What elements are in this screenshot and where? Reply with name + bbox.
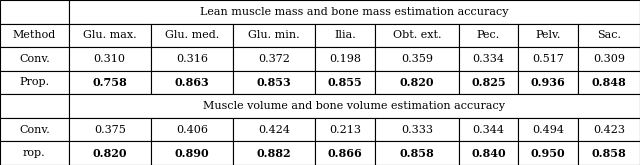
Text: 0.406: 0.406 xyxy=(176,125,208,135)
Bar xyxy=(0,71,68,94)
Text: Conv.: Conv. xyxy=(19,125,50,135)
Bar xyxy=(68,141,151,165)
Text: rop.: rop. xyxy=(23,148,45,158)
Bar xyxy=(375,118,459,141)
Bar xyxy=(233,24,316,47)
Bar xyxy=(233,141,316,165)
Bar xyxy=(151,118,233,141)
Text: 0.848: 0.848 xyxy=(591,77,626,88)
Bar xyxy=(151,24,233,47)
Bar xyxy=(151,47,233,71)
Bar xyxy=(375,71,459,94)
Text: 0.372: 0.372 xyxy=(259,54,290,64)
Text: 0.344: 0.344 xyxy=(472,125,504,135)
Text: Pec.: Pec. xyxy=(477,30,500,40)
Bar xyxy=(0,47,68,71)
Text: 0.950: 0.950 xyxy=(531,148,565,159)
Bar xyxy=(375,47,459,71)
Text: 0.310: 0.310 xyxy=(93,54,125,64)
Text: 0.853: 0.853 xyxy=(257,77,292,88)
Bar xyxy=(0,141,68,165)
Bar xyxy=(518,24,577,47)
Bar xyxy=(577,24,640,47)
Bar xyxy=(577,47,640,71)
Bar xyxy=(0,94,68,118)
Bar xyxy=(68,118,151,141)
Text: 0.866: 0.866 xyxy=(328,148,362,159)
Bar xyxy=(68,24,151,47)
Bar xyxy=(68,71,151,94)
Text: Pelv.: Pelv. xyxy=(535,30,561,40)
Bar xyxy=(233,118,316,141)
Text: Glu. min.: Glu. min. xyxy=(248,30,300,40)
Text: 0.820: 0.820 xyxy=(399,77,434,88)
Text: 0.882: 0.882 xyxy=(257,148,292,159)
Bar xyxy=(151,71,233,94)
Bar xyxy=(0,0,68,24)
Bar xyxy=(151,141,233,165)
Text: 0.494: 0.494 xyxy=(532,125,564,135)
Text: Sac.: Sac. xyxy=(596,30,621,40)
Text: Glu. med.: Glu. med. xyxy=(165,30,219,40)
Bar xyxy=(233,71,316,94)
Bar xyxy=(577,141,640,165)
Bar xyxy=(316,141,375,165)
Text: 0.334: 0.334 xyxy=(472,54,504,64)
Bar xyxy=(459,141,518,165)
Text: 0.825: 0.825 xyxy=(471,77,506,88)
Bar xyxy=(316,24,375,47)
Bar xyxy=(233,47,316,71)
Bar xyxy=(316,71,375,94)
Text: 0.855: 0.855 xyxy=(328,77,362,88)
Bar xyxy=(577,118,640,141)
Bar xyxy=(577,71,640,94)
Text: 0.198: 0.198 xyxy=(329,54,361,64)
Bar xyxy=(459,47,518,71)
Bar xyxy=(459,118,518,141)
Text: 0.359: 0.359 xyxy=(401,54,433,64)
Bar xyxy=(375,141,459,165)
Bar xyxy=(0,118,68,141)
Bar xyxy=(316,118,375,141)
Text: 0.316: 0.316 xyxy=(176,54,208,64)
Text: 0.890: 0.890 xyxy=(175,148,209,159)
Text: 0.375: 0.375 xyxy=(94,125,125,135)
Text: 0.936: 0.936 xyxy=(531,77,565,88)
Text: 0.423: 0.423 xyxy=(593,125,625,135)
Bar xyxy=(518,118,577,141)
Bar xyxy=(459,71,518,94)
Text: 0.758: 0.758 xyxy=(92,77,127,88)
Bar xyxy=(68,0,640,24)
Text: Ilia.: Ilia. xyxy=(334,30,356,40)
Text: Muscle volume and bone volume estimation accuracy: Muscle volume and bone volume estimation… xyxy=(204,101,506,111)
Text: Prop.: Prop. xyxy=(19,78,49,87)
Text: 0.309: 0.309 xyxy=(593,54,625,64)
Text: 0.820: 0.820 xyxy=(92,148,127,159)
Bar xyxy=(375,24,459,47)
Text: Glu. max.: Glu. max. xyxy=(83,30,136,40)
Text: 0.517: 0.517 xyxy=(532,54,564,64)
Text: 0.333: 0.333 xyxy=(401,125,433,135)
Bar xyxy=(0,24,68,47)
Bar xyxy=(459,24,518,47)
Text: 0.863: 0.863 xyxy=(175,77,209,88)
Bar xyxy=(518,71,577,94)
Text: 0.858: 0.858 xyxy=(591,148,626,159)
Text: Lean muscle mass and bone mass estimation accuracy: Lean muscle mass and bone mass estimatio… xyxy=(200,7,509,17)
Text: 0.213: 0.213 xyxy=(329,125,361,135)
Text: Obt. ext.: Obt. ext. xyxy=(392,30,441,40)
Bar xyxy=(316,47,375,71)
Bar xyxy=(518,47,577,71)
Text: Method: Method xyxy=(13,30,56,40)
Text: 0.858: 0.858 xyxy=(399,148,434,159)
Bar xyxy=(518,141,577,165)
Text: 0.424: 0.424 xyxy=(259,125,291,135)
Text: 0.840: 0.840 xyxy=(471,148,506,159)
Bar xyxy=(68,94,640,118)
Bar xyxy=(68,47,151,71)
Text: Conv.: Conv. xyxy=(19,54,50,64)
